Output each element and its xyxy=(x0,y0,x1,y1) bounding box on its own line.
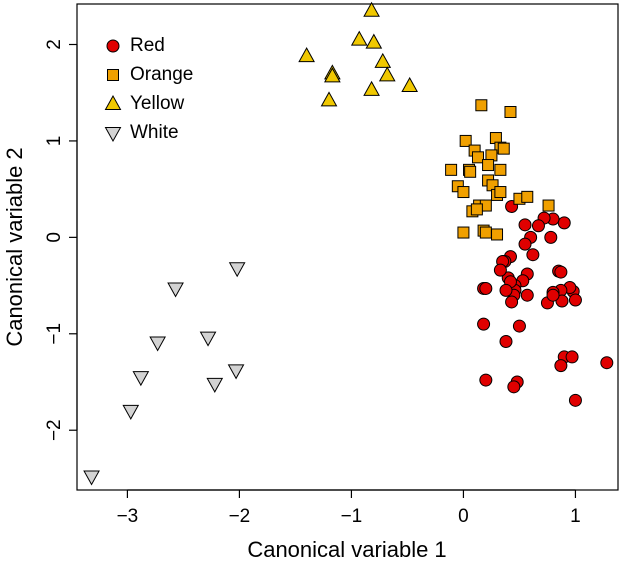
orange-point xyxy=(445,163,458,176)
orange-point xyxy=(479,226,492,239)
yellow-point xyxy=(363,1,380,17)
yellow-point xyxy=(363,80,380,96)
y-axis-title: Canonical variable 2 xyxy=(2,147,27,346)
x-tick-label: −1 xyxy=(341,506,363,527)
red-point xyxy=(518,237,532,251)
legend-orange-symbol xyxy=(107,69,119,81)
white-point xyxy=(228,262,246,278)
orange-point xyxy=(470,203,483,216)
legend-yellow-label: Yellow xyxy=(130,93,185,114)
orange-point xyxy=(542,199,555,212)
orange-point xyxy=(482,159,495,172)
series-yellow xyxy=(298,1,419,107)
red-point xyxy=(554,265,568,279)
legend-white-symbol xyxy=(104,127,122,143)
x-axis-title: Canonical variable 1 xyxy=(247,537,446,562)
red-point xyxy=(518,218,532,232)
series-orange xyxy=(445,99,555,241)
red-point xyxy=(531,219,545,233)
yellow-point xyxy=(324,67,341,83)
legend-red-label: Red xyxy=(130,35,165,56)
red-point xyxy=(499,335,513,348)
yellow-point xyxy=(378,66,396,82)
orange-point xyxy=(459,134,472,147)
orange-point xyxy=(457,226,470,239)
orange-point xyxy=(521,190,534,203)
red-point xyxy=(520,288,534,302)
x-tick-label: −3 xyxy=(117,506,139,527)
red-point xyxy=(479,281,493,295)
series-red xyxy=(477,200,614,407)
x-tick-label: −2 xyxy=(229,506,251,527)
series-white xyxy=(83,262,246,486)
yellow-point xyxy=(320,91,338,107)
red-point xyxy=(505,295,519,309)
orange-point xyxy=(491,228,504,241)
white-point xyxy=(199,331,217,347)
y-tick-label: 1 xyxy=(44,136,65,147)
legend: Red Orange Yellow White xyxy=(104,35,193,143)
legend-white-label: White xyxy=(130,122,179,143)
y-tick-label: −2 xyxy=(44,419,65,441)
red-point xyxy=(568,293,582,307)
yellow-point xyxy=(365,33,383,49)
red-point xyxy=(565,350,579,364)
red-point xyxy=(479,373,493,387)
red-point xyxy=(557,216,571,230)
y-tick-label: −1 xyxy=(44,323,65,345)
x-tick-label: 1 xyxy=(570,506,581,527)
y-tick-label: 0 xyxy=(44,232,65,243)
legend-orange-label: Orange xyxy=(130,64,193,85)
orange-point xyxy=(494,163,507,176)
red-point xyxy=(600,356,614,370)
orange-point xyxy=(475,99,488,112)
red-point xyxy=(512,319,526,333)
red-point xyxy=(526,248,540,262)
data-points xyxy=(83,1,614,486)
white-point xyxy=(149,336,166,352)
orange-point xyxy=(494,186,507,199)
y-axis: −2 −1 0 1 2 xyxy=(44,39,78,441)
legend-red-symbol xyxy=(106,39,120,53)
yellow-point xyxy=(401,76,419,92)
orange-point xyxy=(497,142,510,155)
red-point xyxy=(493,263,507,277)
red-point xyxy=(477,317,491,331)
red-point xyxy=(554,359,568,373)
yellow-point xyxy=(350,30,368,46)
white-point xyxy=(83,470,100,486)
orange-point xyxy=(457,186,470,199)
white-point xyxy=(132,371,150,387)
yellow-point xyxy=(298,47,315,63)
white-point xyxy=(206,377,224,393)
red-point xyxy=(546,288,560,302)
white-point xyxy=(167,282,184,298)
red-point xyxy=(568,393,582,407)
orange-point xyxy=(471,151,484,164)
x-tick-label: 0 xyxy=(458,506,469,527)
x-axis: −3 −2 −1 0 1 xyxy=(117,489,581,527)
y-tick-label: 2 xyxy=(44,39,65,50)
red-point xyxy=(507,380,521,394)
white-point xyxy=(122,404,140,420)
yellow-point xyxy=(374,52,392,68)
orange-point xyxy=(464,165,477,178)
legend-yellow-symbol xyxy=(104,94,122,110)
red-point xyxy=(499,283,513,297)
red-point xyxy=(544,230,558,244)
orange-point xyxy=(504,106,517,118)
white-point xyxy=(227,364,245,380)
